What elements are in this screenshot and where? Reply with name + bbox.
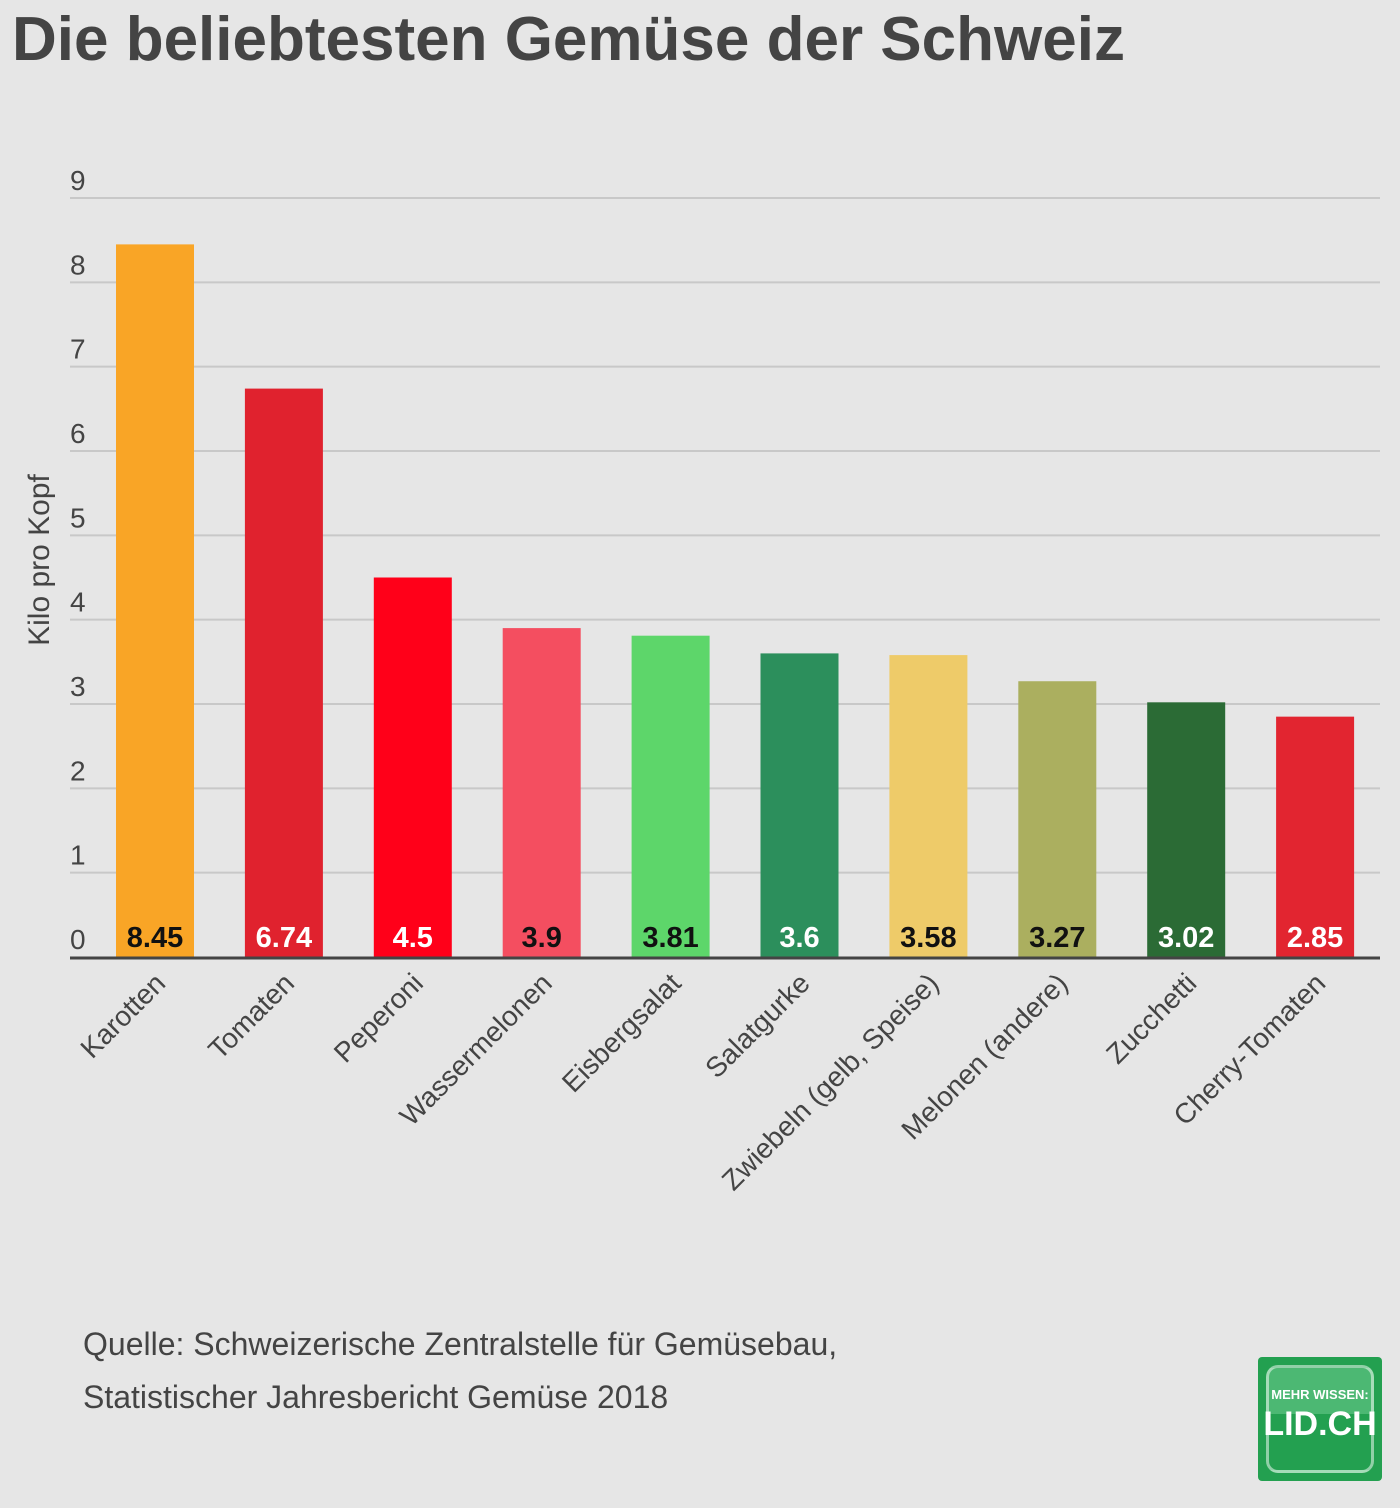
y-tick-label: 0 [70,924,86,955]
bar [760,653,839,957]
y-axis-label: Kilo pro Kopf [23,473,56,645]
lid-logo[interactable]: MEHR WISSEN: LID.CH [1258,1357,1382,1481]
bar-value-label: 6.74 [256,922,312,954]
bar [244,388,323,957]
bar-chart: 0 1 2 3 4 5 6 7 8 9 Kilo pro Kopf 8.45 Karotten 6.74 T… [23,165,1380,1196]
x-tick-label: Peperoni [328,967,429,1068]
bar-value-label: 2.85 [1287,922,1343,954]
bar-value-label: 3.9 [522,922,562,954]
y-tick-label: 3 [70,671,86,702]
x-tick-label: Salatgurke [699,967,816,1084]
bar-value-label: 8.45 [127,922,183,954]
x-tick-label: Zwiebeln (gelb, Speise) [716,967,945,1196]
bar [1276,716,1355,957]
bar-value-label: 3.6 [779,922,819,954]
bar-value-label: 3.81 [642,922,698,954]
x-tick-label: Karotten [74,967,171,1064]
x-tick-label: Eisbergsalat [556,967,687,1098]
bar [889,655,968,957]
bar-value-label: 3.27 [1029,922,1085,954]
bar [502,628,581,957]
y-tick-label: 2 [70,755,86,786]
bar [116,244,194,958]
bar [631,635,710,957]
y-tick-label: 1 [70,840,86,871]
bar-value-label: 3.02 [1158,922,1214,954]
bar [1147,702,1226,957]
y-tick-label: 4 [70,587,86,618]
y-tick-label: 7 [70,334,86,365]
y-tick-label: 5 [70,502,86,533]
y-tick-label: 9 [70,165,86,196]
bar [1018,681,1097,957]
y-tick-label: 6 [70,418,86,449]
logo-text-top: MEHR WISSEN: [1271,1387,1369,1402]
logo-text-main: LID.CH [1263,1405,1377,1443]
x-tick-label: Zucchetti [1100,967,1202,1069]
bar [373,577,452,957]
y-tick-label: 8 [70,249,86,280]
source-note: Quelle: Schweizerische Zentralstelle für… [83,1326,838,1415]
chart-title: Die beliebtesten Gemüse der Schweiz [12,5,1125,74]
bar-value-label: 3.58 [900,922,956,954]
x-tick-label: Tomaten [202,967,300,1065]
bar-value-label: 4.5 [393,922,433,954]
